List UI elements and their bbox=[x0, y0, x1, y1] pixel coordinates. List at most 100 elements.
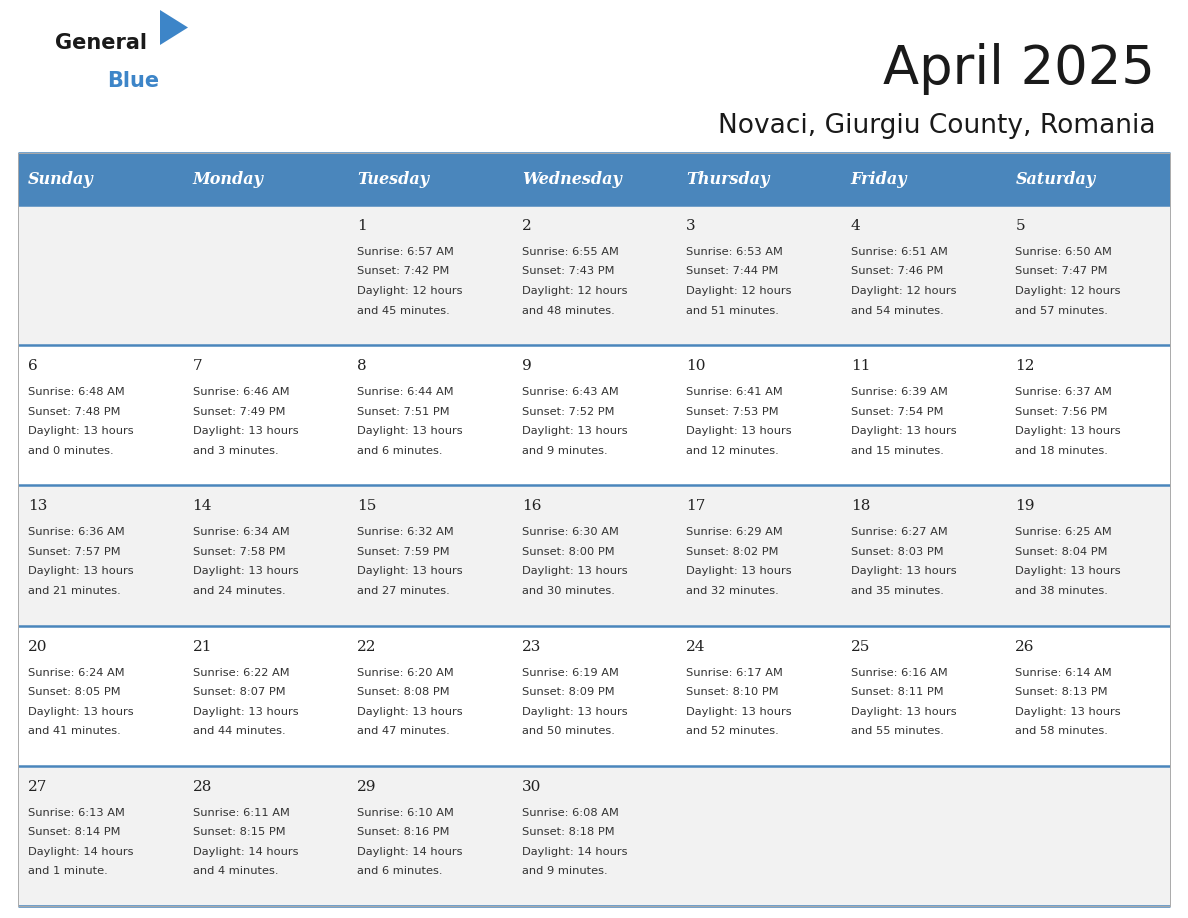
Text: 26: 26 bbox=[1016, 640, 1035, 654]
Text: Sunrise: 6:48 AM: Sunrise: 6:48 AM bbox=[29, 387, 125, 397]
Text: and 21 minutes.: and 21 minutes. bbox=[29, 586, 121, 596]
Text: and 0 minutes.: and 0 minutes. bbox=[29, 446, 114, 455]
Text: Sunrise: 6:25 AM: Sunrise: 6:25 AM bbox=[1016, 528, 1112, 537]
Text: 19: 19 bbox=[1016, 499, 1035, 513]
Text: Daylight: 13 hours: Daylight: 13 hours bbox=[192, 707, 298, 717]
Text: Sunrise: 6:55 AM: Sunrise: 6:55 AM bbox=[522, 247, 619, 257]
Text: Daylight: 13 hours: Daylight: 13 hours bbox=[522, 426, 627, 436]
Text: Daylight: 12 hours: Daylight: 12 hours bbox=[358, 286, 462, 296]
Text: Daylight: 13 hours: Daylight: 13 hours bbox=[29, 426, 133, 436]
Text: Monday: Monday bbox=[192, 171, 264, 187]
Text: Daylight: 13 hours: Daylight: 13 hours bbox=[358, 707, 463, 717]
Text: and 54 minutes.: and 54 minutes. bbox=[851, 306, 943, 316]
Text: 3: 3 bbox=[687, 219, 696, 233]
Text: and 50 minutes.: and 50 minutes. bbox=[522, 726, 614, 736]
Text: Sunset: 8:11 PM: Sunset: 8:11 PM bbox=[851, 687, 943, 697]
Text: and 9 minutes.: and 9 minutes. bbox=[522, 867, 607, 877]
Text: Sunset: 7:52 PM: Sunset: 7:52 PM bbox=[522, 407, 614, 417]
Text: Sunrise: 6:22 AM: Sunrise: 6:22 AM bbox=[192, 667, 289, 677]
Text: 20: 20 bbox=[29, 640, 48, 654]
Text: Novaci, Giurgiu County, Romania: Novaci, Giurgiu County, Romania bbox=[718, 113, 1155, 139]
Text: Sunset: 7:51 PM: Sunset: 7:51 PM bbox=[358, 407, 450, 417]
Text: Sunset: 8:03 PM: Sunset: 8:03 PM bbox=[851, 547, 943, 557]
Text: 22: 22 bbox=[358, 640, 377, 654]
Text: and 48 minutes.: and 48 minutes. bbox=[522, 306, 614, 316]
Text: Sunrise: 6:32 AM: Sunrise: 6:32 AM bbox=[358, 528, 454, 537]
Text: Thursday: Thursday bbox=[687, 171, 770, 187]
Text: and 15 minutes.: and 15 minutes. bbox=[851, 446, 943, 455]
Text: Daylight: 13 hours: Daylight: 13 hours bbox=[851, 566, 956, 577]
Text: Daylight: 14 hours: Daylight: 14 hours bbox=[358, 846, 462, 856]
Text: Sunrise: 6:51 AM: Sunrise: 6:51 AM bbox=[851, 247, 948, 257]
Text: Sunset: 8:04 PM: Sunset: 8:04 PM bbox=[1016, 547, 1108, 557]
Text: 5: 5 bbox=[1016, 219, 1025, 233]
Text: and 32 minutes.: and 32 minutes. bbox=[687, 586, 779, 596]
Text: Sunrise: 6:11 AM: Sunrise: 6:11 AM bbox=[192, 808, 290, 818]
Text: and 27 minutes.: and 27 minutes. bbox=[358, 586, 450, 596]
Bar bbox=[18, 153, 1170, 205]
Text: Sunrise: 6:24 AM: Sunrise: 6:24 AM bbox=[29, 667, 125, 677]
Text: and 35 minutes.: and 35 minutes. bbox=[851, 586, 943, 596]
Text: 18: 18 bbox=[851, 499, 871, 513]
Text: and 47 minutes.: and 47 minutes. bbox=[358, 726, 450, 736]
Text: 16: 16 bbox=[522, 499, 542, 513]
Text: and 51 minutes.: and 51 minutes. bbox=[687, 306, 779, 316]
Text: Daylight: 12 hours: Daylight: 12 hours bbox=[522, 286, 627, 296]
Text: Blue: Blue bbox=[107, 71, 159, 91]
Text: 12: 12 bbox=[1016, 359, 1035, 374]
Text: Daylight: 13 hours: Daylight: 13 hours bbox=[1016, 426, 1121, 436]
Text: Sunrise: 6:43 AM: Sunrise: 6:43 AM bbox=[522, 387, 619, 397]
Text: Sunset: 7:43 PM: Sunset: 7:43 PM bbox=[522, 266, 614, 276]
Text: Wednesday: Wednesday bbox=[522, 171, 621, 187]
Text: Daylight: 13 hours: Daylight: 13 hours bbox=[1016, 707, 1121, 717]
Text: Sunset: 8:02 PM: Sunset: 8:02 PM bbox=[687, 547, 779, 557]
Text: 2: 2 bbox=[522, 219, 531, 233]
Text: Daylight: 13 hours: Daylight: 13 hours bbox=[192, 566, 298, 577]
Text: General: General bbox=[55, 33, 147, 53]
Text: 8: 8 bbox=[358, 359, 367, 374]
Text: and 12 minutes.: and 12 minutes. bbox=[687, 446, 779, 455]
Text: 29: 29 bbox=[358, 779, 377, 794]
Text: and 9 minutes.: and 9 minutes. bbox=[522, 446, 607, 455]
Text: Sunset: 7:46 PM: Sunset: 7:46 PM bbox=[851, 266, 943, 276]
Text: Sunset: 7:58 PM: Sunset: 7:58 PM bbox=[192, 547, 285, 557]
Text: Sunset: 8:15 PM: Sunset: 8:15 PM bbox=[192, 827, 285, 837]
Text: Saturday: Saturday bbox=[1016, 171, 1095, 187]
Text: Sunset: 7:42 PM: Sunset: 7:42 PM bbox=[358, 266, 449, 276]
Text: Daylight: 13 hours: Daylight: 13 hours bbox=[522, 707, 627, 717]
Text: 28: 28 bbox=[192, 779, 211, 794]
Text: 25: 25 bbox=[851, 640, 871, 654]
Text: Sunset: 7:59 PM: Sunset: 7:59 PM bbox=[358, 547, 450, 557]
Bar bbox=[18, 153, 1170, 906]
Text: Sunrise: 6:53 AM: Sunrise: 6:53 AM bbox=[687, 247, 783, 257]
Text: and 3 minutes.: and 3 minutes. bbox=[192, 446, 278, 455]
Text: and 41 minutes.: and 41 minutes. bbox=[29, 726, 121, 736]
Text: 13: 13 bbox=[29, 499, 48, 513]
Text: Sunset: 8:07 PM: Sunset: 8:07 PM bbox=[192, 687, 285, 697]
Text: Sunrise: 6:36 AM: Sunrise: 6:36 AM bbox=[29, 528, 125, 537]
Text: and 52 minutes.: and 52 minutes. bbox=[687, 726, 779, 736]
Text: 21: 21 bbox=[192, 640, 213, 654]
Text: Sunset: 8:00 PM: Sunset: 8:00 PM bbox=[522, 547, 614, 557]
Bar bbox=[18, 486, 1170, 625]
Text: Sunset: 7:54 PM: Sunset: 7:54 PM bbox=[851, 407, 943, 417]
Text: Sunset: 8:05 PM: Sunset: 8:05 PM bbox=[29, 687, 121, 697]
Text: Daylight: 13 hours: Daylight: 13 hours bbox=[687, 566, 792, 577]
Text: Daylight: 13 hours: Daylight: 13 hours bbox=[358, 566, 463, 577]
Text: and 4 minutes.: and 4 minutes. bbox=[192, 867, 278, 877]
Text: Daylight: 13 hours: Daylight: 13 hours bbox=[522, 566, 627, 577]
Text: 11: 11 bbox=[851, 359, 871, 374]
Text: Daylight: 12 hours: Daylight: 12 hours bbox=[851, 286, 956, 296]
Text: 14: 14 bbox=[192, 499, 213, 513]
Bar bbox=[18, 625, 1170, 766]
Text: Sunset: 8:08 PM: Sunset: 8:08 PM bbox=[358, 687, 450, 697]
Text: Daylight: 13 hours: Daylight: 13 hours bbox=[687, 426, 792, 436]
Text: Sunrise: 6:50 AM: Sunrise: 6:50 AM bbox=[1016, 247, 1112, 257]
Text: and 6 minutes.: and 6 minutes. bbox=[358, 446, 443, 455]
Text: Daylight: 13 hours: Daylight: 13 hours bbox=[358, 426, 463, 436]
Text: Daylight: 13 hours: Daylight: 13 hours bbox=[687, 707, 792, 717]
Text: 7: 7 bbox=[192, 359, 202, 374]
Bar bbox=[18, 766, 1170, 906]
Text: 9: 9 bbox=[522, 359, 531, 374]
Text: 27: 27 bbox=[29, 779, 48, 794]
